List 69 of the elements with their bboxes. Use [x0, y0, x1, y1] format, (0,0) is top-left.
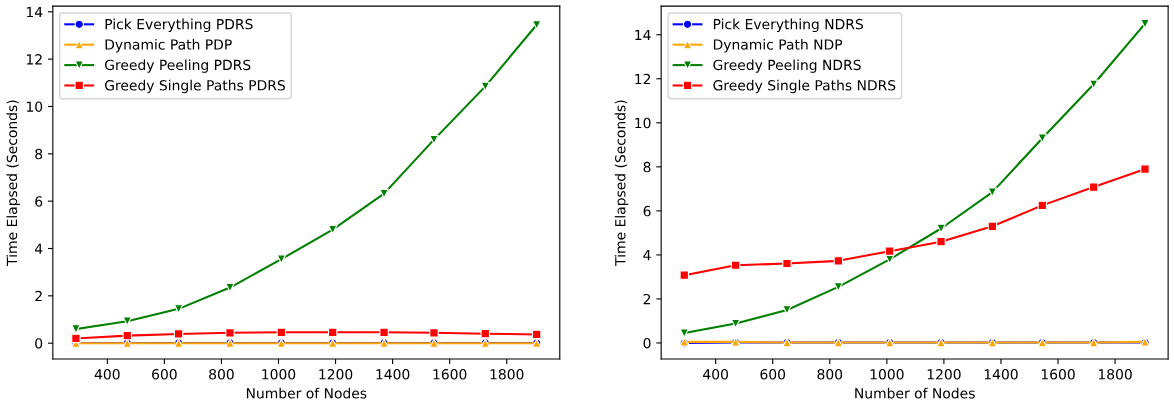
point [679, 270, 690, 280]
legend-label: Dynamic Path PDP [105, 39, 232, 53]
y-tick-label: 6 [35, 196, 43, 207]
x-tick-label: 1000 [262, 369, 296, 380]
y-tick-label: 12 [26, 54, 42, 65]
point [884, 246, 895, 256]
y-tick-label: 12 [635, 73, 651, 85]
x-tick-label: 1400 [984, 369, 1018, 380]
legend-label: Greedy Single Paths PDRS [105, 79, 285, 94]
y-tick-label: 14 [26, 6, 43, 18]
point [122, 316, 133, 326]
point [1140, 164, 1150, 174]
point [276, 254, 287, 264]
point [1088, 182, 1099, 192]
point [1140, 19, 1150, 29]
point [1088, 79, 1099, 89]
x-tick-label: 1600 [433, 369, 467, 380]
x-tick-label: 1400 [376, 369, 410, 380]
point [936, 236, 946, 247]
legend-label: Pick Everything PDRS [105, 18, 253, 33]
x-tick-label: 1800 [1098, 369, 1132, 380]
point [71, 333, 81, 344]
point [730, 260, 741, 270]
point [225, 282, 235, 293]
x-tick-label: 1600 [1041, 369, 1075, 380]
y-tick-label: 2 [35, 290, 42, 302]
point [225, 328, 235, 338]
y-axis-title: Time Elapsed (Seconds) [6, 100, 20, 266]
x-tick-label: 1200 [927, 369, 961, 380]
y-tick-label: 2 [643, 293, 651, 305]
x-axis-title: Number of Nodes [855, 387, 975, 399]
legend-label: Greedy Peeling NDRS [713, 59, 861, 73]
x-tick-label: 1200 [319, 369, 353, 380]
y-tick-label: 8 [643, 161, 651, 173]
point [429, 328, 439, 338]
x-tick-label: 600 [760, 369, 786, 380]
legend-label: Pick Everything NDRS [713, 18, 863, 33]
x-tick-label: 1800 [490, 369, 524, 380]
x-axis-title: Number of Nodes [246, 387, 367, 399]
point [379, 188, 389, 199]
y-tick-label: 6 [643, 205, 651, 217]
point [1037, 133, 1048, 143]
legend-label: Dynamic Path NDP [713, 39, 843, 53]
x-tick-label: 1000 [870, 369, 904, 380]
point [782, 305, 792, 315]
y-tick-label: 0 [643, 337, 651, 349]
point [936, 223, 946, 234]
point [679, 328, 690, 338]
point [833, 256, 844, 266]
x-tick-label: 400 [703, 369, 728, 380]
y-tick-label: 4 [34, 243, 43, 254]
y-tick-label: 10 [635, 117, 651, 129]
y-tick-label: 8 [35, 148, 43, 160]
y-tick-label: 10 [26, 101, 43, 112]
x-tick-label: 400 [94, 369, 120, 380]
point [531, 329, 542, 340]
legend-label: Greedy Single Paths NDRS [713, 79, 896, 94]
y-tick-label: 0 [35, 338, 43, 349]
point [429, 134, 439, 145]
legend-label: Greedy Peeling PDRS [105, 59, 251, 73]
x-tick-label: 600 [152, 369, 177, 380]
y-tick-label: 14 [635, 29, 651, 41]
point [71, 324, 81, 334]
point [782, 258, 792, 269]
x-tick-label: 800 [817, 369, 843, 380]
point [173, 329, 184, 339]
y-tick-label: 4 [643, 250, 651, 261]
y-axis-title: Time Elapsed (Seconds) [614, 100, 629, 266]
x-tick-label: 800 [209, 369, 234, 380]
